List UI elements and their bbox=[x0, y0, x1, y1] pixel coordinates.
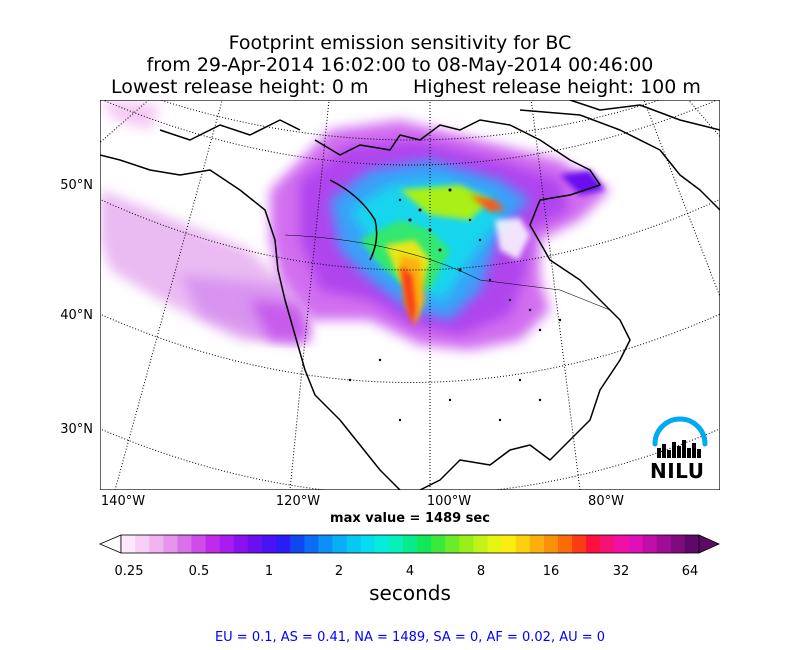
lon-label-80w: 80°W bbox=[588, 494, 624, 509]
colorbar-swatch bbox=[642, 535, 658, 553]
colorbar-swatch bbox=[290, 535, 305, 553]
colorbar-swatch bbox=[219, 535, 235, 553]
colorbar-tick-label: 2 bbox=[334, 564, 344, 579]
colorbar-swatch bbox=[459, 535, 475, 553]
title-line-1: Footprint emission sensitivity for BC bbox=[228, 32, 572, 54]
lon-label-140w: 140°W bbox=[100, 494, 146, 509]
lakes bbox=[348, 188, 562, 422]
colorbar-swatch bbox=[135, 535, 150, 553]
colorbar-swatch bbox=[445, 535, 460, 553]
colorbar-swatch bbox=[388, 535, 404, 553]
colorbar-swatch bbox=[431, 535, 446, 553]
colorbar-swatch bbox=[374, 535, 390, 553]
logo-arc bbox=[652, 416, 708, 447]
coastlines bbox=[100, 100, 720, 490]
colorbar-tick-label: 0.5 bbox=[188, 564, 210, 579]
logo-skyline bbox=[657, 440, 701, 458]
colorbar-tick-label: 32 bbox=[612, 564, 630, 579]
colorbar-swatch bbox=[121, 535, 136, 553]
colorbar-swatch bbox=[205, 535, 221, 553]
colorbar-tick-label: 16 bbox=[542, 564, 560, 579]
colorbar-swatch bbox=[332, 535, 348, 553]
border-line bbox=[284, 234, 611, 311]
colorbar-swatch bbox=[614, 535, 630, 553]
nilu-logo bbox=[652, 416, 708, 458]
colorbar-swatch bbox=[529, 535, 545, 553]
lon-label-120w: 120°W bbox=[275, 494, 321, 509]
colorbar-swatch bbox=[628, 535, 644, 553]
colorbar-tick-label: 8 bbox=[476, 564, 486, 579]
colorbar-swatch bbox=[558, 535, 573, 553]
colorbar-swatch bbox=[417, 535, 432, 553]
colorbar-swatch bbox=[177, 535, 193, 553]
lat-label-40n: 40°N bbox=[60, 308, 93, 323]
colorbar-swatch bbox=[191, 535, 207, 553]
lowest-release-height: Lowest release height: 0 m bbox=[111, 76, 369, 98]
colorbar-tick-label: 64 bbox=[681, 564, 699, 579]
colorbar-tick-label: 0.25 bbox=[114, 564, 144, 579]
colorbar-swatch bbox=[360, 535, 376, 553]
highest-release-height: Highest release height: 100 m bbox=[413, 76, 701, 98]
colorbar-swatch bbox=[487, 535, 503, 553]
colorbar-over-arrow bbox=[698, 534, 720, 554]
footprint-map bbox=[100, 100, 720, 490]
title-line-2: from 29-Apr-2014 16:02:00 to 08-May-2014… bbox=[146, 54, 654, 76]
colorbar-tick-label: 4 bbox=[405, 564, 415, 579]
colorbar-swatch bbox=[346, 535, 362, 553]
colorbar-swatch bbox=[247, 535, 263, 553]
colorbar-swatch bbox=[501, 535, 517, 553]
graticule bbox=[100, 100, 720, 490]
region-totals-footer: EU = 0.1, AS = 0.41, NA = 1489, SA = 0, … bbox=[214, 630, 606, 645]
lon-label-100w: 100°W bbox=[426, 494, 472, 509]
lat-label-30n: 30°N bbox=[60, 422, 93, 437]
colorbar-swatch bbox=[233, 535, 249, 553]
colorbar-unit-label: seconds bbox=[369, 581, 451, 605]
nilu-logo-text: NILU bbox=[650, 459, 705, 483]
colorbar-swatch bbox=[473, 535, 489, 553]
colorbar-swatch bbox=[163, 535, 178, 553]
colorbar-swatch bbox=[656, 535, 672, 553]
colorbar-swatch bbox=[543, 535, 559, 553]
colorbar-swatch bbox=[572, 535, 587, 553]
colorbar-swatch bbox=[402, 535, 418, 553]
footprint-field bbox=[100, 100, 610, 350]
lat-label-50n: 50°N bbox=[60, 178, 93, 193]
colorbar-swatch bbox=[600, 535, 616, 553]
colorbar-swatch bbox=[304, 535, 319, 553]
colorbar-swatch bbox=[684, 535, 700, 553]
colorbar-under-arrow bbox=[99, 534, 122, 554]
max-value-label: max value = 1489 sec bbox=[330, 511, 490, 526]
colorbar-swatch bbox=[586, 535, 601, 553]
colorbar-swatch bbox=[149, 535, 164, 553]
colorbar-swatch bbox=[276, 535, 291, 553]
colorbar-swatch bbox=[515, 535, 531, 553]
colorbar-swatch bbox=[670, 535, 686, 553]
colorbar bbox=[99, 534, 720, 554]
colorbar-tick-label: 1 bbox=[264, 564, 274, 579]
colorbar-frame bbox=[120, 534, 700, 554]
colorbar-swatch bbox=[261, 535, 277, 553]
colorbar-swatch bbox=[318, 535, 334, 553]
